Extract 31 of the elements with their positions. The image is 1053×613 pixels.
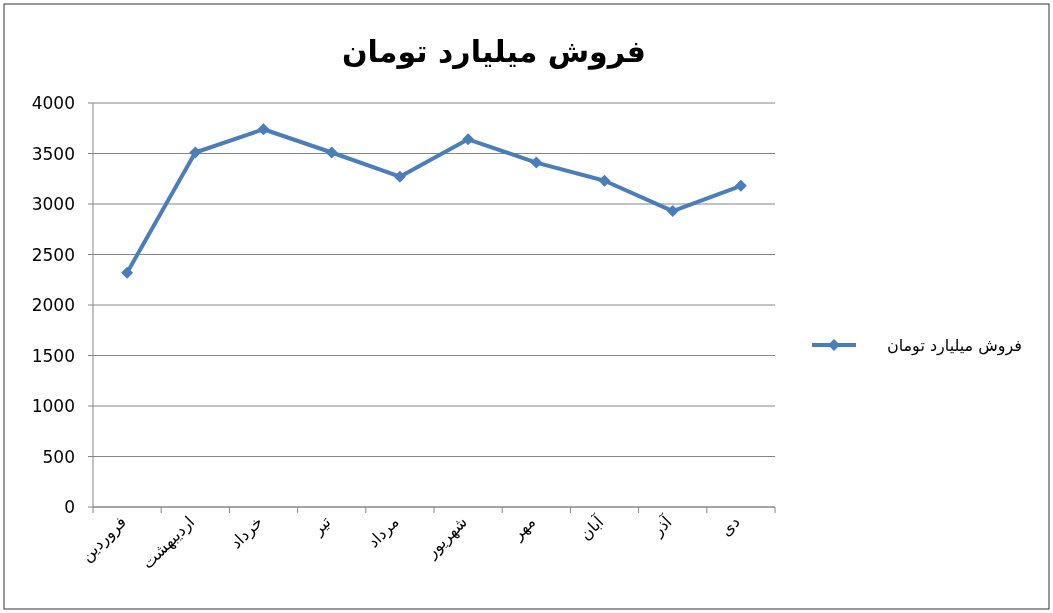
point: [121, 266, 134, 279]
y-tick-label: 3500: [31, 143, 75, 164]
point: [257, 123, 270, 136]
x-tick-label: مرداد: [363, 512, 404, 553]
y-tick-label: 500: [42, 446, 75, 467]
x-tick-label: آذر: [647, 511, 678, 541]
x-tick-label: فروردین: [77, 512, 131, 566]
y-tick-label: 3000: [31, 194, 75, 214]
point: [734, 179, 747, 192]
y-tick-label: 2500: [31, 244, 75, 265]
point: [393, 170, 406, 183]
x-tick-label: دی: [716, 512, 744, 540]
x-tick-label: شهریور: [421, 512, 472, 563]
x-tick-label: مهر: [507, 512, 540, 545]
x-tick-label: خرداد: [226, 512, 268, 553]
point: [598, 174, 611, 187]
legend-label: فروش میلیارد تومان: [886, 336, 1022, 356]
y-tick-label: 4000: [31, 93, 75, 113]
y-tick-label: 0: [64, 497, 75, 517]
point: [325, 146, 338, 159]
y-tick-label: 1500: [31, 345, 75, 366]
point: [189, 146, 202, 159]
y-tick-label: 2000: [31, 295, 75, 315]
chart-title: فروش میلیارد تومان: [342, 34, 646, 70]
point: [530, 156, 543, 169]
x-tick-label: آبان: [575, 511, 609, 544]
x-tick-label: اردیبهشت: [138, 512, 199, 574]
y-tick-label: 1000: [31, 396, 75, 416]
point: [462, 133, 475, 146]
x-tick-label: تیر: [307, 512, 336, 541]
point: [666, 205, 679, 218]
